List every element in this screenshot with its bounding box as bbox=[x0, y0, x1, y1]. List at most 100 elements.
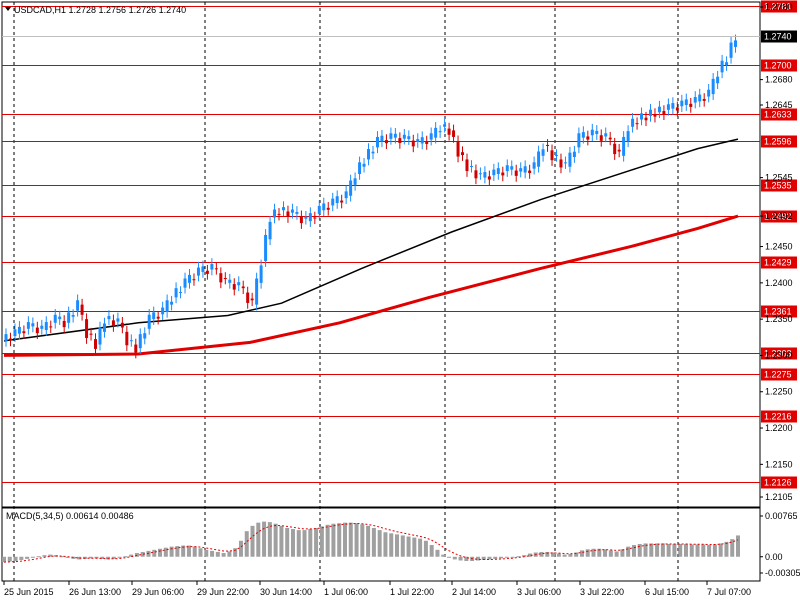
candle-body bbox=[174, 288, 178, 298]
candle-body bbox=[416, 139, 420, 143]
candle-body bbox=[666, 104, 670, 110]
level-label-1.2126: 1.2126 bbox=[764, 478, 792, 488]
level-label-1.2700: 1.2700 bbox=[764, 61, 792, 71]
candle-body bbox=[684, 99, 688, 105]
candle-body bbox=[170, 301, 174, 305]
candle-body bbox=[657, 106, 661, 113]
candle-body bbox=[725, 62, 729, 66]
macd-bar bbox=[597, 548, 602, 557]
macd-bar bbox=[718, 543, 723, 557]
macd-header-label: MACD(5,34,5) 0.00614 0.00486 bbox=[6, 511, 134, 521]
macd-bar bbox=[123, 556, 128, 558]
macd-bar bbox=[146, 550, 151, 557]
macd-bar bbox=[412, 537, 417, 557]
candle-body bbox=[165, 300, 169, 312]
y-tick-label: 1.2105 bbox=[765, 492, 793, 502]
y-tick-label: 1.2350 bbox=[765, 314, 793, 324]
macd-bar bbox=[487, 556, 492, 560]
candle-body bbox=[210, 263, 214, 270]
macd-bar bbox=[620, 549, 625, 557]
candle-body bbox=[349, 180, 353, 196]
candle-body bbox=[71, 315, 75, 317]
candle-body bbox=[94, 339, 98, 349]
candle-body bbox=[510, 166, 514, 170]
candle-body bbox=[398, 138, 402, 143]
x-tick-label: 30 Jun 14:00 bbox=[260, 587, 312, 597]
candle-body bbox=[384, 140, 388, 144]
level-label-1.2303: 1.2303 bbox=[764, 349, 792, 359]
macd-bar bbox=[227, 551, 232, 557]
macd-bar bbox=[279, 525, 284, 557]
level-badge-1.2633 bbox=[761, 108, 797, 121]
candle-body bbox=[107, 316, 111, 320]
macd-bar bbox=[221, 553, 226, 557]
candle-body bbox=[31, 323, 35, 327]
macd-bar bbox=[626, 546, 631, 557]
level-badge-1.2535 bbox=[761, 179, 797, 192]
candle-body bbox=[393, 133, 397, 138]
macd-bar bbox=[522, 555, 527, 557]
candle-body bbox=[299, 216, 303, 224]
macd-bar bbox=[342, 522, 347, 557]
candle-body bbox=[568, 152, 572, 167]
candle-body bbox=[577, 133, 581, 148]
candle-body bbox=[192, 279, 196, 281]
level-label-1.2633: 1.2633 bbox=[764, 110, 792, 120]
macd-bar bbox=[100, 556, 105, 559]
candle-body bbox=[241, 286, 245, 289]
macd-bar bbox=[481, 556, 486, 560]
macd-bar bbox=[25, 556, 30, 559]
macd-bar bbox=[591, 548, 596, 557]
x-tick-label: 3 Jul 06:00 bbox=[517, 587, 561, 597]
y-tick-label: 1.2150 bbox=[765, 459, 793, 469]
x-tick-label: 25 Jun 2015 bbox=[4, 587, 54, 597]
macd-bar bbox=[7, 556, 12, 562]
macd-bar bbox=[724, 541, 729, 557]
macd-bar bbox=[429, 545, 434, 557]
macd-bar bbox=[169, 546, 174, 557]
candle-body bbox=[250, 298, 254, 301]
candle-body bbox=[62, 320, 66, 328]
macd-bar bbox=[59, 556, 64, 558]
macd-bar bbox=[556, 553, 561, 557]
macd-bar bbox=[649, 543, 654, 557]
macd-bar bbox=[504, 556, 509, 558]
macd-bar bbox=[545, 551, 550, 557]
level-badge-1.2275 bbox=[761, 368, 797, 381]
candle-body bbox=[452, 130, 456, 137]
candle-body bbox=[58, 316, 62, 320]
candle-body bbox=[17, 326, 21, 334]
macd-bar bbox=[117, 556, 122, 558]
macd-bar bbox=[371, 527, 376, 557]
x-tick-label: 7 Jul 07:00 bbox=[707, 587, 751, 597]
candle-body bbox=[273, 209, 277, 218]
macd-bar bbox=[383, 532, 388, 557]
macd-bar bbox=[406, 536, 411, 557]
macd-bar bbox=[551, 552, 556, 557]
candle-body bbox=[13, 329, 17, 337]
macd-bar bbox=[360, 524, 365, 557]
macd-bar bbox=[308, 529, 313, 557]
candle-body bbox=[675, 107, 679, 111]
candle-body bbox=[635, 123, 639, 125]
candle-body bbox=[255, 278, 259, 305]
candle-body bbox=[102, 323, 106, 332]
macd-bar bbox=[158, 548, 163, 557]
candle-body bbox=[537, 151, 541, 167]
candle-body bbox=[295, 211, 299, 214]
chart-header-symbol-ohlc: USDCAD,H1 1.2728 1.2756 1.2726 1.2740 bbox=[14, 5, 186, 15]
candle-body bbox=[26, 322, 30, 329]
macd-bar bbox=[400, 535, 405, 557]
macd-bar bbox=[452, 556, 457, 560]
macd-bar bbox=[273, 523, 278, 557]
candle-body bbox=[281, 207, 285, 211]
moving-average-red-line bbox=[3, 214, 739, 357]
candle-body bbox=[425, 141, 429, 144]
candle-body bbox=[188, 274, 191, 283]
macd-bar bbox=[579, 550, 584, 557]
macd-bar bbox=[111, 556, 116, 559]
candle-body bbox=[304, 216, 308, 219]
x-tick-label: 26 Jun 13:00 bbox=[69, 587, 121, 597]
level-label-1.2216: 1.2216 bbox=[764, 412, 792, 422]
